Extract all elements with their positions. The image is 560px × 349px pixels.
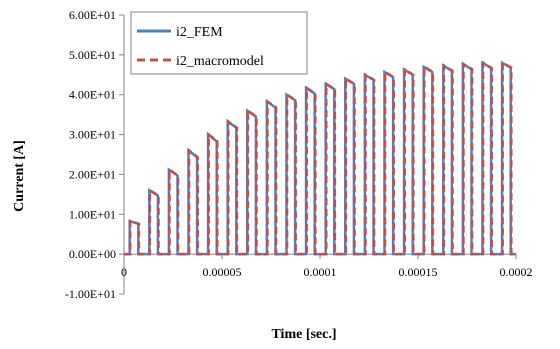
y-tick-label: 6.00E+01	[69, 8, 116, 22]
x-tick-label: 0.00015	[399, 265, 438, 279]
axes: -1.00E+01 0.00E+00 1.00E+01 2.00E+01 3.00E+0…	[65, 8, 533, 301]
legend-box	[130, 11, 308, 75]
y-axis-title: Current [A]	[12, 140, 27, 212]
y-tick-label: 1.00E+01	[69, 207, 116, 221]
series-layer	[124, 60, 516, 256]
series-line-i2-macromodel	[124, 60, 516, 256]
x-tick-label: 0.00005	[203, 265, 242, 279]
y-tick-label: 2.00E+01	[69, 167, 116, 181]
series-line-i2-fem	[124, 60, 516, 256]
x-tick-label: 0.0001	[304, 265, 337, 279]
x-axis-title: Time [sec.]	[271, 327, 336, 342]
legend-label-i2-macromodel: i2_macromodel	[176, 54, 264, 69]
y-tick-label: 4.00E+01	[69, 88, 116, 102]
legend-label-i2-fem: i2_FEM	[176, 25, 223, 40]
x-tick-group: 0 0.00005 0.0001 0.00015 0.0002	[121, 254, 533, 279]
y-tick-label: 3.00E+01	[69, 128, 116, 142]
x-tick-label: 0.0002	[500, 265, 533, 279]
y-tick-group: -1.00E+01 0.00E+00 1.00E+01 2.00E+01 3.00E+0…	[65, 8, 124, 301]
y-tick-label: -1.00E+01	[65, 287, 116, 301]
y-tick-label: 0.00E+00	[69, 247, 116, 261]
x-tick-label: 0	[121, 265, 127, 279]
legend: i2_FEM i2_macromodel	[130, 11, 308, 75]
y-tick-label: 5.00E+01	[69, 48, 116, 62]
